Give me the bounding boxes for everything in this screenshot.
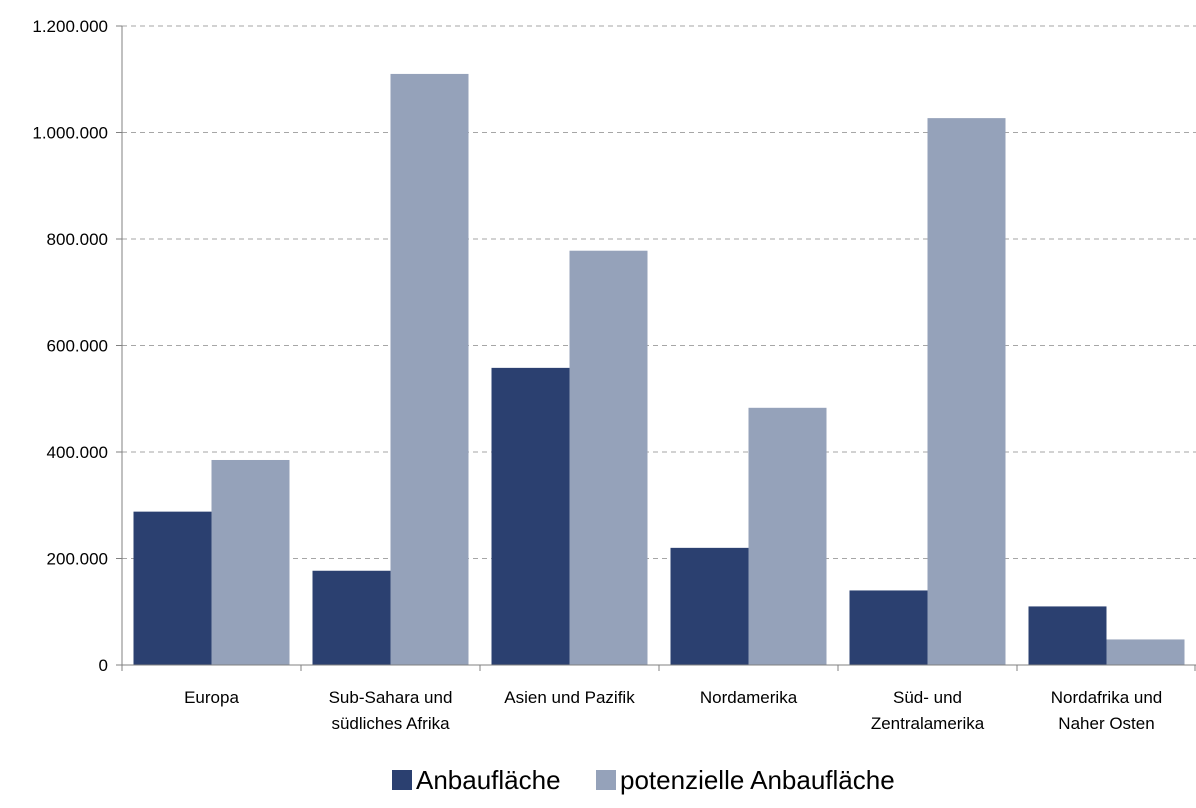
x-category-label: Sub-Sahara und: [329, 688, 453, 707]
x-category-label: Naher Osten: [1058, 714, 1154, 733]
bar-anbauflaeche: [670, 547, 749, 665]
x-axis-labels: Europa Sub-Sahara und südliches Afrika Asie…: [184, 688, 1162, 733]
x-category-label: Asien und Pazifik: [504, 688, 635, 707]
legend-swatch: [596, 770, 616, 790]
x-category-label: Zentralamerika: [871, 714, 985, 733]
bar-anbauflaeche: [849, 590, 928, 665]
legend-label: Anbaufläche: [416, 765, 561, 795]
x-category-label: Nordamerika: [700, 688, 798, 707]
bar-potenzielle-anbauflaeche: [211, 459, 290, 665]
bar-anbauflaeche: [312, 570, 391, 665]
y-tick-label: 600.000: [47, 337, 108, 356]
bar-potenzielle-anbauflaeche: [1106, 639, 1185, 665]
bar-potenzielle-anbauflaeche: [569, 250, 648, 665]
x-category-label: südliches Afrika: [331, 714, 450, 733]
y-tick-label: 200.000: [47, 550, 108, 569]
x-category-label: Nordafrika und: [1051, 688, 1163, 707]
gridlines: [122, 25, 1196, 559]
bar-anbauflaeche: [133, 511, 212, 665]
y-axis-ticks: 0 200.000 400.000 600.000 800.000 1.000.000 1.…: [32, 17, 122, 675]
bar-potenzielle-anbauflaeche: [748, 407, 827, 665]
y-tick-label: 800.000: [47, 230, 108, 249]
x-category-label: Europa: [184, 688, 239, 707]
y-tick-label: 1.000.000: [32, 124, 108, 143]
y-tick-label: 400.000: [47, 443, 108, 462]
bars: [133, 73, 1185, 666]
y-tick-label: 0: [99, 656, 108, 675]
bar-potenzielle-anbauflaeche: [927, 118, 1006, 665]
y-tick-label: 1.200.000: [32, 17, 108, 36]
bar-anbauflaeche: [1028, 606, 1107, 665]
bar-anbauflaeche: [491, 367, 570, 665]
bar-potenzielle-anbauflaeche: [390, 73, 469, 666]
x-category-label: Süd- und: [893, 688, 962, 707]
legend-label: potenzielle Anbaufläche: [620, 765, 895, 795]
legend: Anbaufläche potenzielle Anbaufläche: [392, 765, 895, 795]
legend-swatch: [392, 770, 412, 790]
